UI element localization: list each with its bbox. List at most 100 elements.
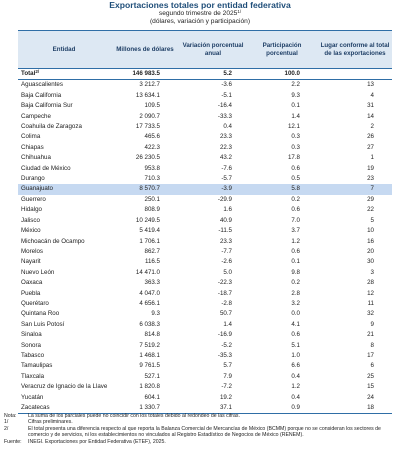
table-cell: 12.1 [287, 123, 300, 131]
table-cell: -16.9 [217, 331, 232, 339]
table-row: San Luis Potosí 6 038.3 1.4 4.1 9 [18, 320, 392, 330]
note: Fuente: INEGI. Exportaciones por Entidad … [4, 439, 396, 445]
table-row: Chiapas 422.3 22.3 0.3 27 [18, 143, 392, 153]
title: Exportaciones totales por entidad federa… [109, 0, 291, 10]
table-cell: 10 [367, 227, 374, 235]
table-row: Baja California Sur 109.5 -16.4 0.1 31 [18, 101, 392, 111]
table-cell: -18.7 [217, 289, 232, 297]
state-name: Querétaro [21, 299, 49, 307]
table-cell: 7 519.2 [139, 341, 160, 349]
state-name: San Luis Potosí [21, 320, 65, 328]
table-row: Morelos 862.7 -7.7 0.6 20 [18, 247, 392, 257]
table-cell: 2 [370, 123, 374, 131]
table-cell: 808.9 [144, 206, 160, 214]
table-cell: 250.1 [144, 195, 160, 203]
table-cell: 32 [367, 310, 374, 318]
table-cell: 0.1 [291, 102, 300, 110]
column-header: Participación porcentual [246, 30, 318, 69]
table-cell: 28 [367, 279, 374, 287]
table-cell: 0.3 [291, 133, 300, 141]
table-cell: -7.2 [221, 383, 232, 391]
table-cell: 3 [370, 268, 374, 276]
note-key: Nota: [4, 413, 17, 419]
note-ref: 2/ [35, 69, 40, 74]
table-cell: 19.2 [219, 393, 232, 401]
table-cell: 0.6 [291, 206, 300, 214]
header-row: Entidad Millones de dólares Variación porc… [18, 30, 392, 69]
table-cell: 13 [367, 81, 374, 89]
total-label: Total2/ [18, 68, 110, 81]
state-name: Zacatecas [18, 403, 110, 415]
state-name: Michoacán de Ocampo [21, 237, 85, 245]
note-key: 2/ [4, 425, 9, 432]
table-cell: 1 706.1 [139, 237, 160, 245]
state-name: México [21, 227, 41, 235]
table-cell: -5.1 [221, 91, 232, 99]
table-cell: 7.9 [223, 372, 232, 380]
table-cell: 31 [367, 102, 374, 110]
table-row: Puebla 4 047.0 -18.7 2.8 12 [18, 289, 392, 299]
table-body: Total2/146 983.5 5.2 100.0 Aguascalientes 3 … [18, 68, 392, 415]
state-name: Puebla [21, 289, 41, 297]
table-row: Aguascalientes 3 212.7 -3.6 2.2 13 [18, 80, 392, 91]
table-cell: 23.3 [219, 237, 232, 245]
table-cell: 9.3 [291, 91, 300, 99]
table-row: Zacatecas 1 330.7 37.1 0.9 18 [18, 403, 392, 415]
table-cell: 19 [367, 164, 374, 172]
state-name: Campeche [21, 112, 51, 120]
table-cell: 0.0 [291, 310, 300, 318]
table-row: Oaxaca 363.3 -22.3 0.2 28 [18, 278, 392, 288]
table-cell: 0.6 [291, 331, 300, 339]
state-name: Guanajuato [18, 184, 110, 195]
table-cell: 9 [370, 320, 374, 328]
exports-table: Entidad Millones de dólares Variación porc… [18, 30, 392, 415]
table-cell: 20 [367, 247, 374, 255]
state-name: Jalisco [21, 216, 40, 224]
table-cell: 17.8 [287, 154, 300, 162]
table-row: Sinaloa 814.8 -16.9 0.6 21 [18, 330, 392, 340]
column-header: Millones de dólares [110, 30, 180, 69]
column-header: Lugar conforme al total de las exportaci… [318, 30, 392, 69]
table-row: Coahuila de Zaragoza 17 733.5 0.4 12.1 2 [18, 122, 392, 132]
table-cell: 6 038.3 [139, 320, 160, 328]
table-cell: 5.7 [223, 362, 232, 370]
table-cell: 50.7 [219, 310, 232, 318]
table-cell: 0.5 [291, 175, 300, 183]
notes: Nota: La suma de los parciales puede no c… [4, 413, 396, 445]
table-cell: 14 [367, 112, 374, 120]
table-cell: 5.0 [223, 268, 232, 276]
note-text: Cifras preliminares. [28, 419, 73, 426]
state-name: Coahuila de Zaragoza [21, 123, 82, 131]
table-cell: 1.2 [291, 383, 300, 391]
table-cell: -2.6 [221, 258, 232, 266]
note-text: INEGI. Exportaciones por Entidad Federat… [28, 438, 166, 445]
table-cell: -3.6 [221, 81, 232, 89]
table-cell: -29.9 [217, 195, 232, 203]
table-cell: 17 [367, 351, 374, 359]
table-cell: 0.4 [291, 393, 300, 401]
table-cell: 13 634.1 [135, 91, 160, 99]
table-cell: 43.2 [219, 154, 232, 162]
state-name: Veracruz de Ignacio de la Llave [21, 383, 108, 391]
table-cell: 465.6 [144, 133, 160, 141]
table-cell: 37.1 [180, 403, 246, 415]
state-name: Sinaloa [21, 331, 42, 339]
table-cell: 0.4 [291, 372, 300, 380]
state-name: Tabasco [21, 351, 45, 359]
table-cell: -35.3 [217, 351, 232, 359]
table-cell: 1 330.7 [110, 403, 180, 415]
table-cell: 6.6 [291, 362, 300, 370]
table-cell: 26 230.5 [135, 154, 160, 162]
table-row: Querétaro 4 656.1 -2.8 3.2 11 [18, 299, 392, 309]
state-name: Nayarit [21, 258, 41, 266]
state-name: Yucatán [21, 393, 44, 401]
state-name: Tamaulipas [21, 362, 53, 370]
subtitle: segundo trimestre de 20251/ [0, 9, 400, 18]
table-cell: 2.2 [291, 81, 300, 89]
note-text: La suma de los parciales puede no coinci… [28, 413, 240, 419]
units: (dólares, variación y participación) [149, 18, 251, 25]
table-cell: 26 [367, 133, 374, 141]
table-cell: 27 [367, 143, 374, 151]
table-cell: 862.7 [144, 247, 160, 255]
